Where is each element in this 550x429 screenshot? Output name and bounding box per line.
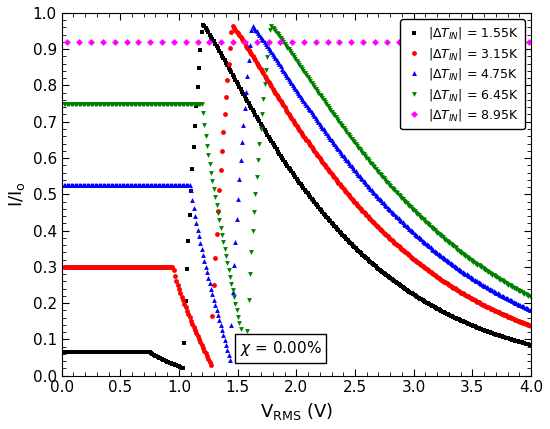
$|\Delta T_{IN}|$ = 3.15K (510, 316, 517, 321)
$|\Delta T_{IN}|$ = 6.45K (268, 24, 274, 29)
$|\Delta T_{IN}|$ = 8.95K (183, 39, 189, 44)
$|\Delta T_{IN}|$ = 8.95K (159, 39, 166, 44)
$|\Delta T_{IN}|$ = 1.55K (339, 232, 345, 237)
$|\Delta T_{IN}|$ = 6.45K (279, 37, 285, 42)
Y-axis label: I/I$_\mathrm{o}$: I/I$_\mathrm{o}$ (7, 181, 27, 207)
$|\Delta T_{IN}|$ = 3.15K (208, 362, 214, 367)
$|\Delta T_{IN}|$ = 4.75K (312, 115, 319, 121)
Line: $|\Delta T_{IN}|$ = 6.45K: $|\Delta T_{IN}|$ = 6.45K (62, 24, 534, 356)
$|\Delta T_{IN}|$ = 6.45K (312, 86, 319, 91)
$|\Delta T_{IN}|$ = 4.75K (227, 357, 233, 362)
$|\Delta T_{IN}|$ = 8.95K (206, 39, 213, 44)
$|\Delta T_{IN}|$ = 6.45K (524, 293, 530, 298)
$|\Delta T_{IN}|$ = 8.95K (194, 39, 201, 44)
$|\Delta T_{IN}|$ = 8.95K (64, 39, 71, 44)
$|\Delta T_{IN}|$ = 8.95K (419, 39, 426, 44)
$|\Delta T_{IN}|$ = 8.95K (478, 39, 485, 44)
$|\Delta T_{IN}|$ = 8.95K (324, 39, 331, 44)
$|\Delta T_{IN}|$ = 8.95K (502, 39, 508, 44)
$|\Delta T_{IN}|$ = 3.15K (229, 24, 236, 29)
$|\Delta T_{IN}|$ = 1.55K (524, 341, 530, 347)
$|\Delta T_{IN}|$ = 4.75K (60, 183, 67, 188)
$|\Delta T_{IN}|$ = 8.95K (454, 39, 461, 44)
$|\Delta T_{IN}|$ = 8.95K (490, 39, 497, 44)
$|\Delta T_{IN}|$ = 8.95K (301, 39, 307, 44)
$|\Delta T_{IN}|$ = 8.95K (466, 39, 473, 44)
X-axis label: V$_\mathrm{RMS}$ (V): V$_\mathrm{RMS}$ (V) (260, 401, 333, 422)
$|\Delta T_{IN}|$ = 8.95K (277, 39, 284, 44)
$|\Delta T_{IN}|$ = 8.95K (312, 39, 319, 44)
$|\Delta T_{IN}|$ = 3.15K (339, 185, 345, 190)
$|\Delta T_{IN}|$ = 8.95K (525, 39, 532, 44)
$|\Delta T_{IN}|$ = 4.75K (279, 66, 285, 71)
$|\Delta T_{IN}|$ = 8.95K (135, 39, 142, 44)
$|\Delta T_{IN}|$ = 8.95K (383, 39, 390, 44)
$|\Delta T_{IN}|$ = 8.95K (88, 39, 95, 44)
$|\Delta T_{IN}|$ = 8.95K (372, 39, 378, 44)
$|\Delta T_{IN}|$ = 8.95K (443, 39, 449, 44)
$|\Delta T_{IN}|$ = 8.95K (100, 39, 106, 44)
Line: $|\Delta T_{IN}|$ = 1.55K: $|\Delta T_{IN}|$ = 1.55K (62, 22, 534, 371)
$|\Delta T_{IN}|$ = 8.95K (265, 39, 272, 44)
$|\Delta T_{IN}|$ = 8.95K (395, 39, 402, 44)
Line: $|\Delta T_{IN}|$ = 8.95K: $|\Delta T_{IN}|$ = 8.95K (65, 39, 531, 44)
$|\Delta T_{IN}|$ = 6.45K (527, 295, 534, 300)
$|\Delta T_{IN}|$ = 8.95K (431, 39, 437, 44)
$|\Delta T_{IN}|$ = 4.75K (527, 308, 534, 313)
$|\Delta T_{IN}|$ = 6.45K (510, 285, 517, 290)
$|\Delta T_{IN}|$ = 4.75K (339, 152, 345, 157)
$|\Delta T_{IN}|$ = 8.95K (218, 39, 224, 44)
Text: $\chi$ = 0.00%: $\chi$ = 0.00% (240, 339, 322, 358)
$|\Delta T_{IN}|$ = 3.15K (60, 264, 67, 269)
$|\Delta T_{IN}|$ = 8.95K (241, 39, 248, 44)
$|\Delta T_{IN}|$ = 6.45K (185, 101, 192, 106)
$|\Delta T_{IN}|$ = 8.95K (514, 39, 520, 44)
$|\Delta T_{IN}|$ = 8.95K (112, 39, 118, 44)
$|\Delta T_{IN}|$ = 8.95K (123, 39, 130, 44)
$|\Delta T_{IN}|$ = 8.95K (170, 39, 177, 44)
$|\Delta T_{IN}|$ = 3.15K (185, 311, 192, 317)
$|\Delta T_{IN}|$ = 4.75K (524, 306, 530, 311)
$|\Delta T_{IN}|$ = 8.95K (254, 39, 260, 44)
$|\Delta T_{IN}|$ = 4.75K (510, 299, 517, 305)
$|\Delta T_{IN}|$ = 1.55K (60, 350, 67, 355)
$|\Delta T_{IN}|$ = 8.95K (336, 39, 343, 44)
$|\Delta T_{IN}|$ = 3.15K (279, 101, 285, 106)
$|\Delta T_{IN}|$ = 4.75K (249, 24, 256, 29)
Line: $|\Delta T_{IN}|$ = 4.75K: $|\Delta T_{IN}|$ = 4.75K (62, 24, 534, 362)
$|\Delta T_{IN}|$ = 4.75K (185, 183, 192, 188)
$|\Delta T_{IN}|$ = 3.15K (524, 322, 530, 327)
$|\Delta T_{IN}|$ = 1.55K (279, 155, 285, 160)
$|\Delta T_{IN}|$ = 1.55K (312, 201, 319, 206)
$|\Delta T_{IN}|$ = 8.95K (348, 39, 355, 44)
$|\Delta T_{IN}|$ = 3.15K (527, 323, 534, 329)
$|\Delta T_{IN}|$ = 6.45K (60, 101, 67, 106)
$|\Delta T_{IN}|$ = 3.15K (312, 150, 319, 155)
$|\Delta T_{IN}|$ = 8.95K (147, 39, 153, 44)
$|\Delta T_{IN}|$ = 8.95K (407, 39, 414, 44)
$|\Delta T_{IN}|$ = 8.95K (360, 39, 366, 44)
$|\Delta T_{IN}|$ = 1.55K (180, 366, 186, 371)
$|\Delta T_{IN}|$ = 1.55K (186, 213, 193, 218)
Legend: $|\Delta T_{IN}|$ = 1.55K, $|\Delta T_{IN}|$ = 3.15K, $|\Delta T_{IN}|$ = 4.75K,: $|\Delta T_{IN}|$ = 1.55K, $|\Delta T_{I… (400, 19, 525, 129)
$|\Delta T_{IN}|$ = 1.55K (527, 342, 534, 347)
$|\Delta T_{IN}|$ = 1.55K (200, 22, 206, 27)
$|\Delta T_{IN}|$ = 1.55K (510, 338, 517, 343)
Line: $|\Delta T_{IN}|$ = 3.15K: $|\Delta T_{IN}|$ = 3.15K (62, 24, 534, 367)
$|\Delta T_{IN}|$ = 6.45K (339, 124, 345, 129)
$|\Delta T_{IN}|$ = 8.95K (230, 39, 236, 44)
$|\Delta T_{IN}|$ = 6.45K (243, 352, 249, 357)
$|\Delta T_{IN}|$ = 8.95K (289, 39, 295, 44)
$|\Delta T_{IN}|$ = 8.95K (76, 39, 82, 44)
